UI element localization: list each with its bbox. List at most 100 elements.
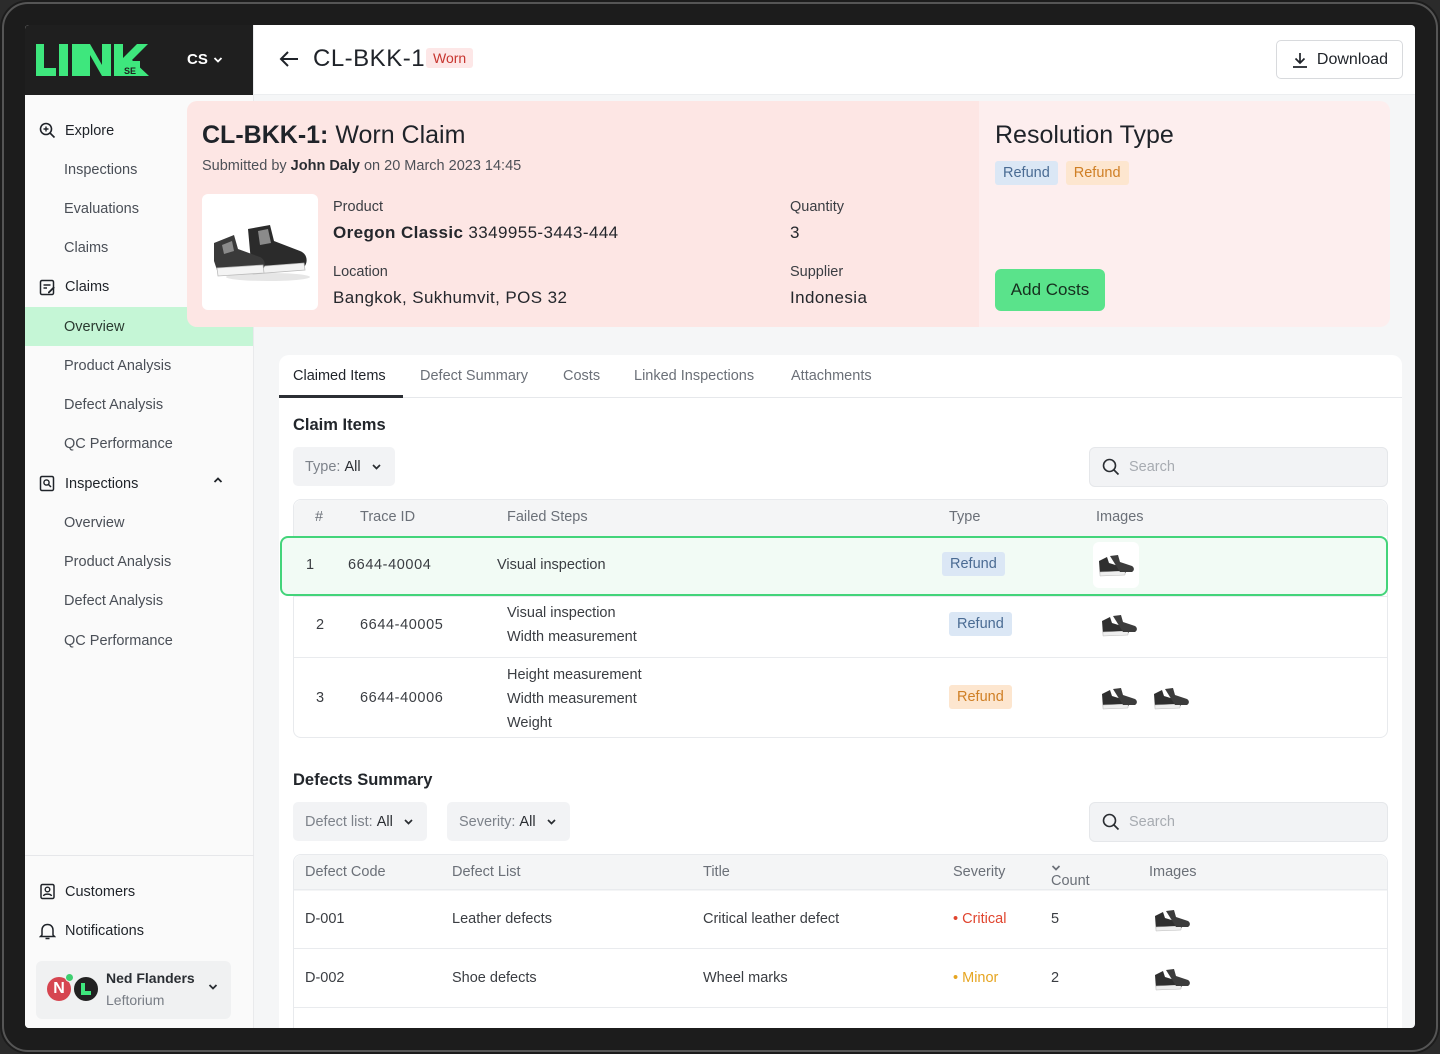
svg-text:SE: SE bbox=[124, 66, 136, 76]
failed-step: Height measurement bbox=[507, 667, 642, 683]
sidebar-item-inspections-product-analysis[interactable]: Product Analysis bbox=[64, 554, 172, 571]
defect-thumbnail[interactable] bbox=[1149, 1015, 1195, 1028]
table-row[interactable]: 3 6644-40006 Height measurement Width me… bbox=[294, 657, 1387, 738]
active-tab-indicator bbox=[279, 395, 403, 398]
product-label: Product bbox=[333, 199, 383, 215]
table-row[interactable]: D-002 Shoe defects Wheel marks • Minor 2 bbox=[294, 948, 1387, 1007]
count-sort-header[interactable]: Count bbox=[1051, 864, 1090, 889]
column-header: Count bbox=[1051, 873, 1090, 889]
row-number: 2 bbox=[316, 617, 325, 633]
claim-summary-card: CL-BKK-1: Worn Claim Submitted by John D… bbox=[187, 101, 979, 327]
tab-claimed-items[interactable]: Claimed Items bbox=[293, 368, 386, 384]
failed-step: Visual inspection bbox=[497, 557, 606, 573]
sneaker-image bbox=[1099, 555, 1134, 577]
defect-thumbnail[interactable] bbox=[1149, 956, 1195, 1002]
app-screen: SE CS Explore Inspections Evaluations Cl… bbox=[25, 25, 1415, 1028]
tab-costs[interactable]: Costs bbox=[563, 368, 601, 384]
defect-title: Wheel marks bbox=[703, 970, 788, 986]
item-thumbnail[interactable] bbox=[1096, 602, 1142, 648]
sidebar-item-evaluations[interactable]: Evaluations bbox=[64, 200, 139, 217]
sidebar-item-claims-product-analysis[interactable]: Product Analysis bbox=[64, 357, 172, 374]
severity: • Minor bbox=[953, 970, 999, 986]
sneaker-image bbox=[1155, 910, 1190, 932]
table-row[interactable]: 2 6644-40005 Visual inspection Width mea… bbox=[294, 596, 1387, 657]
search-icon bbox=[1102, 458, 1120, 476]
nav-section-claims[interactable]: Claims bbox=[25, 268, 253, 307]
product-value: Oregon Classic 3349955-3443-444 bbox=[333, 223, 619, 243]
sidebar-item-claims-defect-analysis[interactable]: Defect Analysis bbox=[64, 397, 164, 414]
column-header: Failed Steps bbox=[507, 509, 588, 525]
sidebar-item-inspections[interactable]: Inspections bbox=[64, 161, 138, 178]
org-label: CS bbox=[187, 51, 208, 68]
severity-filter[interactable]: Severity: All bbox=[447, 802, 570, 841]
defect-count: 2 bbox=[1051, 970, 1060, 986]
search-placeholder: Search bbox=[1129, 814, 1175, 830]
add-costs-button[interactable]: Add Costs bbox=[995, 269, 1105, 311]
filter-value: All bbox=[344, 458, 361, 475]
defect-list-filter[interactable]: Defect list: All bbox=[293, 802, 427, 841]
page-header: CL-BKK-1 Worn Download bbox=[254, 25, 1415, 95]
product-name: Oregon Classic bbox=[333, 223, 464, 242]
download-label: Download bbox=[1316, 50, 1389, 68]
table-row[interactable]: 1 6644-40004 Visual inspection Refund bbox=[280, 536, 1388, 596]
defect-title: Critical leather defect bbox=[703, 911, 840, 927]
defect-thumbnail[interactable] bbox=[1149, 897, 1195, 943]
sneaker-image bbox=[214, 225, 310, 281]
sneaker-image bbox=[1102, 688, 1137, 710]
supplier-label: Supplier bbox=[790, 264, 844, 280]
claim-code: CL-BKK-1: bbox=[202, 121, 329, 149]
page-title: CL-BKK-1 bbox=[313, 45, 426, 72]
brand-bar: SE CS bbox=[25, 25, 253, 95]
row-number: 1 bbox=[306, 557, 315, 573]
sidebar-item-claims-qc-performance[interactable]: QC Performance bbox=[64, 436, 173, 453]
nav-section-explore[interactable]: Explore bbox=[25, 111, 253, 150]
item-thumbnail[interactable] bbox=[1096, 675, 1142, 721]
column-header: Type bbox=[949, 509, 981, 525]
item-thumbnail[interactable] bbox=[1093, 542, 1139, 588]
column-header: Images bbox=[1096, 509, 1144, 525]
nav-section-label: Claims bbox=[65, 279, 110, 296]
product-code: 3349955-3443-444 bbox=[463, 223, 619, 242]
sidebar-item-notifications[interactable]: Notifications bbox=[25, 911, 254, 950]
download-button[interactable]: Download bbox=[1276, 40, 1403, 79]
sidebar-item-customers[interactable]: Customers bbox=[25, 872, 254, 911]
sidebar-item-claims[interactable]: Claims bbox=[64, 240, 109, 257]
sneaker-image bbox=[1204, 1025, 1244, 1028]
defect-thumbnail[interactable] bbox=[1201, 1015, 1247, 1028]
item-thumbnail[interactable] bbox=[1148, 675, 1194, 721]
chevron-up-icon[interactable] bbox=[213, 476, 223, 484]
tab-linked-inspections[interactable]: Linked Inspections bbox=[634, 368, 755, 384]
search-icon bbox=[38, 122, 56, 140]
quantity-value: 3 bbox=[790, 223, 800, 242]
type-filter[interactable]: Type: All bbox=[293, 447, 395, 486]
nav-section-inspections[interactable]: Inspections bbox=[25, 464, 253, 503]
claim-items-table: # Trace ID Failed Steps Type Images 1 66… bbox=[280, 499, 1388, 738]
tab-bar: Claimed Items Defect Summary Costs Linke… bbox=[279, 355, 1402, 398]
resolution-title: Resolution Type bbox=[995, 121, 1174, 149]
sneaker-image bbox=[1155, 969, 1190, 991]
tab-attachments[interactable]: Attachments bbox=[791, 368, 872, 384]
org-switcher[interactable]: CS bbox=[187, 51, 223, 68]
filter-value: All bbox=[519, 813, 536, 830]
table-row[interactable]: D-001 Leather defects Critical leather d… bbox=[294, 889, 1387, 948]
chevron-down-icon bbox=[546, 818, 556, 825]
sidebar-item-inspections-overview[interactable]: Overview bbox=[64, 514, 125, 531]
product-image[interactable] bbox=[202, 194, 318, 310]
back-arrow-icon[interactable] bbox=[278, 49, 300, 69]
tab-defect-summary[interactable]: Defect Summary bbox=[420, 368, 528, 384]
table-row[interactable] bbox=[294, 1007, 1387, 1028]
submitted-suffix: on 20 March 2023 14:45 bbox=[359, 158, 522, 174]
severity-label: Minor bbox=[962, 970, 999, 986]
table-header: # Trace ID Failed Steps Type Images bbox=[294, 500, 1387, 536]
location-label: Location bbox=[333, 264, 388, 280]
sidebar-item-inspections-defect-analysis[interactable]: Defect Analysis bbox=[64, 593, 164, 610]
sidebar-item-inspections-qc-performance[interactable]: QC Performance bbox=[64, 632, 173, 649]
link-logo[interactable]: SE bbox=[36, 43, 151, 77]
chevron-down-icon bbox=[371, 463, 381, 470]
claim-items-search[interactable]: Search bbox=[1089, 447, 1388, 487]
claim-submitted: Submitted by John Daly on 20 March 2023 … bbox=[202, 158, 521, 174]
defects-search[interactable]: Search bbox=[1089, 802, 1388, 842]
user-menu[interactable]: N Ned Flanders Leftorium bbox=[36, 961, 231, 1019]
nav-section-label: Inspections bbox=[65, 475, 139, 492]
